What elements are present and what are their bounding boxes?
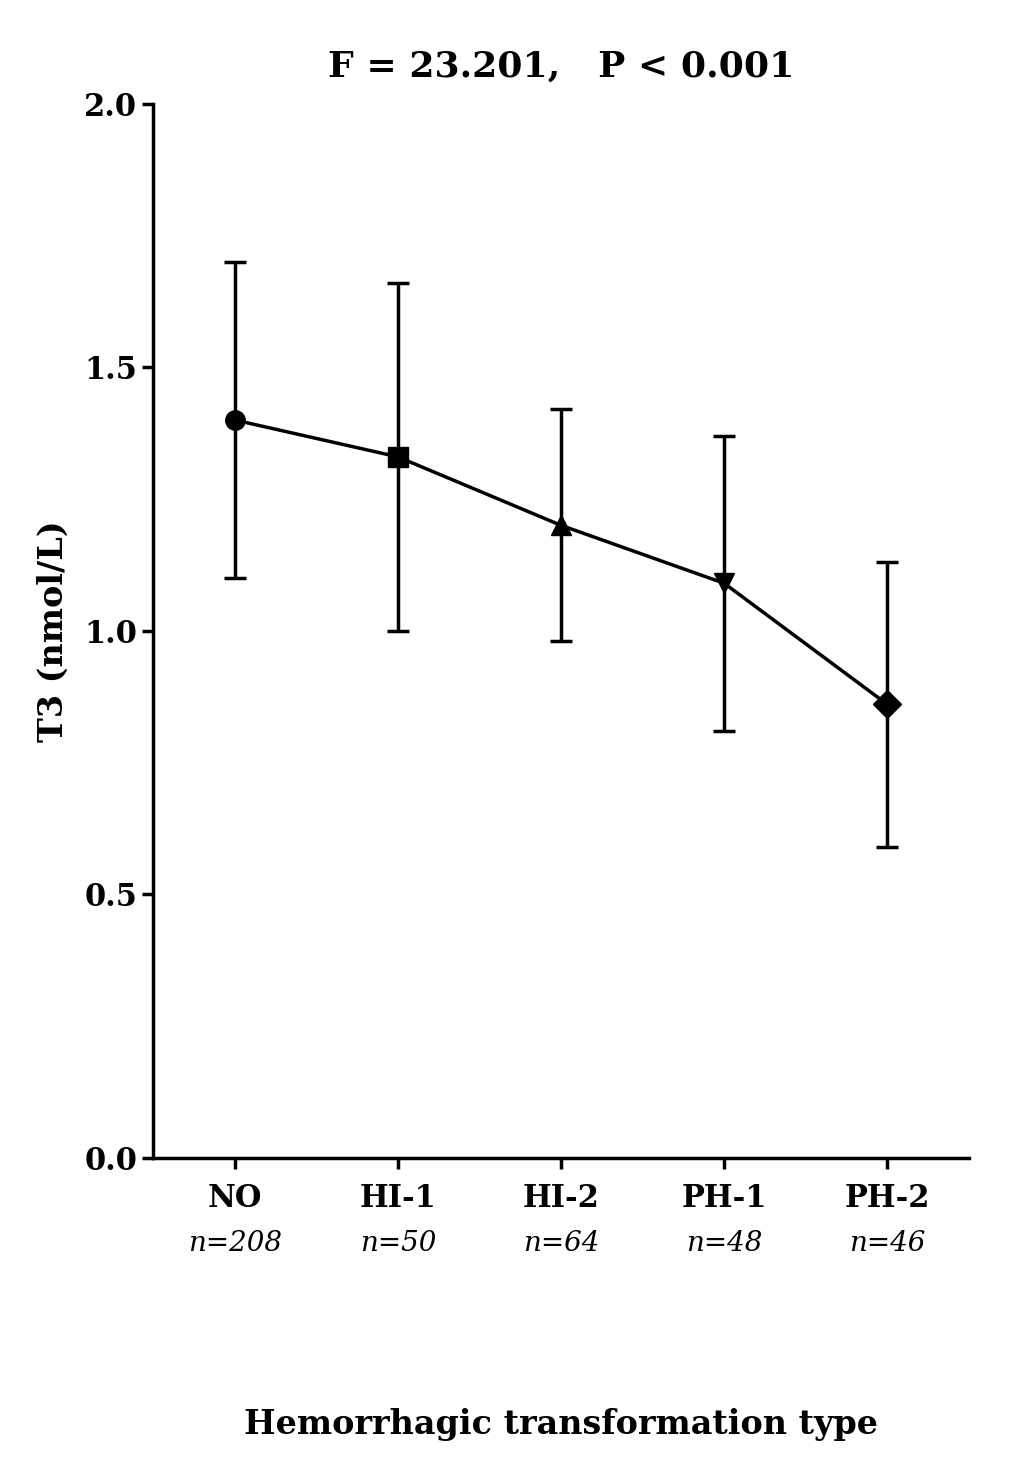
Text: n=48: n=48 [686,1230,761,1257]
Text: n=208: n=208 [187,1230,281,1257]
Text: n=50: n=50 [360,1230,435,1257]
Text: Hemorrhagic transformation type: Hemorrhagic transformation type [244,1408,877,1441]
Text: n=46: n=46 [849,1230,924,1257]
Text: n=64: n=64 [523,1230,598,1257]
Y-axis label: T3 (nmol/L): T3 (nmol/L) [37,519,70,742]
Title: F = 23.201,   P < 0.001: F = 23.201, P < 0.001 [327,49,794,83]
